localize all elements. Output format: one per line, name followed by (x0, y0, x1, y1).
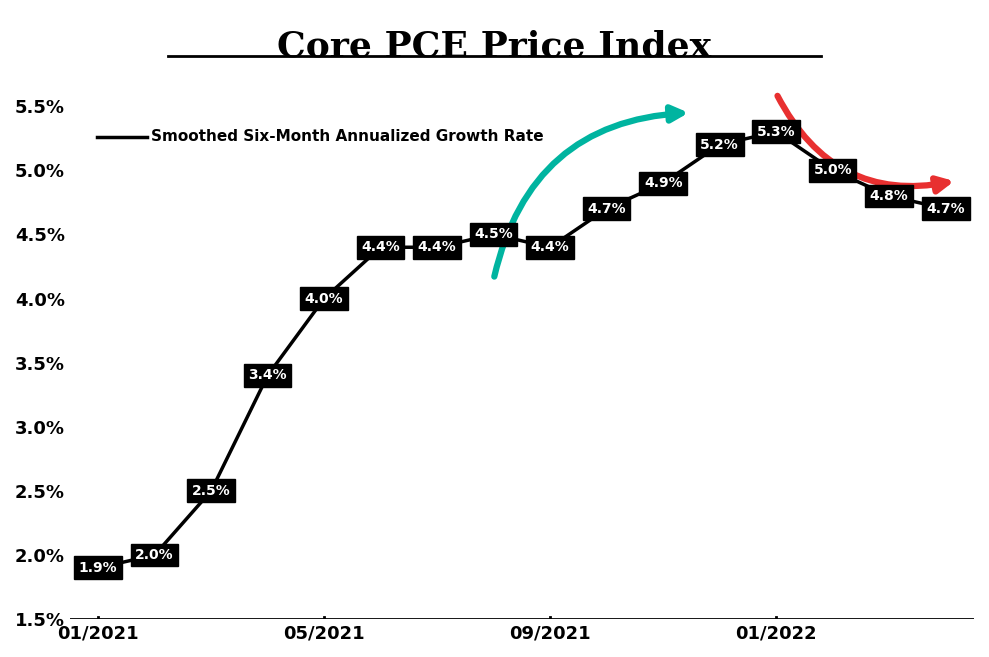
Text: 4.7%: 4.7% (587, 202, 626, 215)
Text: 4.9%: 4.9% (644, 176, 682, 190)
Text: 4.4%: 4.4% (417, 240, 457, 254)
Text: 1.9%: 1.9% (79, 561, 118, 575)
Text: 3.4%: 3.4% (248, 369, 287, 382)
Text: 4.5%: 4.5% (475, 227, 513, 241)
Text: 2.5%: 2.5% (192, 484, 230, 498)
Text: 4.0%: 4.0% (305, 292, 343, 306)
Text: Smoothed Six-Month Annualized Growth Rate: Smoothed Six-Month Annualized Growth Rat… (151, 129, 544, 145)
Text: 5.2%: 5.2% (700, 138, 739, 152)
Text: 5.0%: 5.0% (813, 164, 853, 177)
Text: 4.7%: 4.7% (927, 202, 965, 215)
Text: 5.3%: 5.3% (757, 125, 795, 139)
Text: 4.4%: 4.4% (361, 240, 400, 254)
Text: 4.4%: 4.4% (531, 240, 570, 254)
Text: 4.8%: 4.8% (870, 189, 909, 203)
Text: 2.0%: 2.0% (135, 548, 174, 562)
Text: Core PCE Price Index: Core PCE Price Index (278, 30, 711, 64)
